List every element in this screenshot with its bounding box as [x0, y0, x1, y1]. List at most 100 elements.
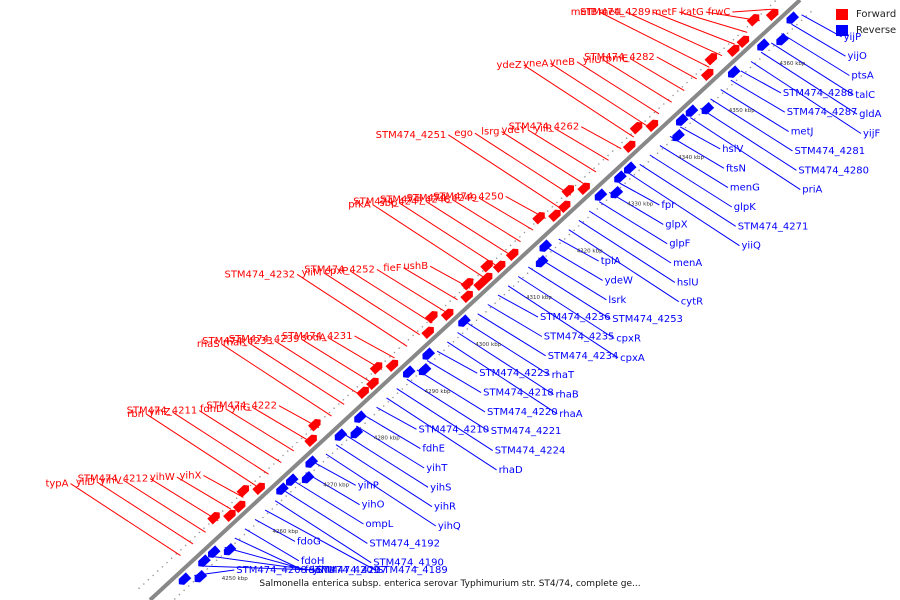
leader-line: [478, 197, 534, 231]
reverse-gene: [539, 239, 553, 252]
track-dot: [273, 463, 275, 465]
leader-line: [720, 89, 789, 133]
reverse-gene-label: STM474_4271: [738, 221, 809, 232]
forward-gene: [704, 52, 718, 66]
forward-gene-label: fdhD: [200, 404, 224, 415]
reverse-gene-label: yihU: [313, 565, 335, 576]
track-dot: [143, 583, 145, 585]
reverse-gene-label: STM474_4236: [540, 312, 611, 323]
track-dot: [466, 328, 469, 330]
track-dot: [737, 34, 739, 37]
track-dot: [500, 253, 503, 255]
leader-line: [690, 117, 801, 191]
leader-line: [656, 56, 698, 80]
track-dot: [514, 240, 516, 242]
leader-line: [335, 444, 433, 508]
track-dot: [556, 201, 558, 204]
leader-line: [325, 453, 437, 527]
track-dot: [546, 210, 549, 212]
track-dot: [791, 28, 794, 30]
reverse-gene-label: glpF: [669, 239, 690, 250]
forward-gene: [736, 35, 750, 49]
track-dot: [192, 581, 195, 583]
track-dot: [282, 454, 284, 457]
reverse-gene-label: STM474_4209: [309, 565, 380, 576]
leader-line: [176, 476, 232, 510]
kbp-tick-label: 4280 kbp: [374, 436, 400, 442]
reverse-gene: [305, 455, 319, 468]
leader-line: [149, 478, 219, 522]
track-dot: [285, 495, 288, 497]
track-dot: [644, 120, 646, 122]
leader-line: [588, 210, 672, 264]
track-dot: [598, 163, 600, 165]
track-dot: [745, 71, 747, 73]
reverse-gene-label: yiiQ: [742, 241, 761, 252]
track-dot: [574, 184, 577, 187]
reverse-gene: [422, 347, 436, 360]
leader-line: [669, 135, 725, 169]
leader-line: [123, 479, 206, 533]
track-dot: [407, 338, 410, 341]
forward-gene: [460, 277, 474, 291]
forward-gene-label: sodA: [301, 333, 326, 344]
track-dot: [174, 598, 176, 600]
leader-line: [554, 127, 609, 161]
leader-line: [710, 98, 793, 152]
forward-gene: [425, 310, 438, 324]
track-dot: [231, 501, 233, 504]
leader-line: [305, 472, 360, 506]
track-dot: [378, 409, 380, 412]
leader-line: [538, 257, 607, 301]
reverse-gene: [207, 545, 221, 558]
leader-line: [224, 546, 307, 571]
forward-gene-label: katG: [680, 7, 703, 18]
track-dot: [426, 321, 428, 324]
track-dot: [410, 379, 413, 382]
leader-line: [345, 434, 429, 488]
track-dot: [221, 510, 224, 512]
track-dot: [717, 96, 719, 99]
track-dot: [324, 416, 326, 418]
track-dot: [382, 405, 385, 407]
track-dot: [434, 358, 436, 360]
track-dot: [582, 221, 585, 223]
legend-forward: Forward: [836, 6, 896, 22]
leader-line: [366, 416, 421, 450]
forward-gene-label: STM474_4248: [380, 195, 451, 206]
forward-gene: [700, 68, 714, 82]
forward-gene: [629, 121, 643, 135]
leader-line: [474, 132, 572, 196]
forward-gene-label: yiiR: [534, 123, 552, 134]
leader-line: [145, 413, 257, 487]
track-dot: [156, 570, 159, 572]
forward-gene-label: rhaS: [197, 339, 220, 350]
leader-line: [609, 191, 664, 225]
kbp-tick-label: 4310 kbp: [526, 295, 552, 301]
reverse-gene-label: fdoI: [305, 565, 324, 576]
forward-gene-label: yneB: [550, 57, 575, 68]
forward-gene-label: rbn: [127, 409, 144, 420]
reverse-gene: [458, 314, 471, 327]
track-dot: [235, 497, 238, 500]
track-dot: [268, 467, 270, 470]
kbp-tick-label: 4300 kbp: [475, 342, 501, 348]
track-dot: [477, 274, 479, 277]
reverse-gene-label: STM474_4192: [369, 538, 440, 549]
reverse-gene: [594, 188, 608, 201]
reverse-gene: [672, 128, 685, 142]
forward-gene-label: ushB: [403, 261, 428, 272]
reverse-gene-label: glpK: [734, 202, 756, 213]
track-dot: [461, 332, 464, 335]
track-dot: [573, 229, 575, 232]
reverse-gene: [285, 473, 299, 486]
leader-line: [771, 42, 854, 96]
leader-line: [448, 134, 559, 208]
track-dot: [551, 206, 554, 208]
track-dot: [519, 236, 521, 238]
reverse-gene: [757, 38, 770, 51]
track-dot: [206, 568, 209, 570]
reverse-gene-label: priA: [802, 185, 822, 196]
genome-backbone: [148, 0, 802, 600]
forward-gene: [645, 119, 659, 133]
